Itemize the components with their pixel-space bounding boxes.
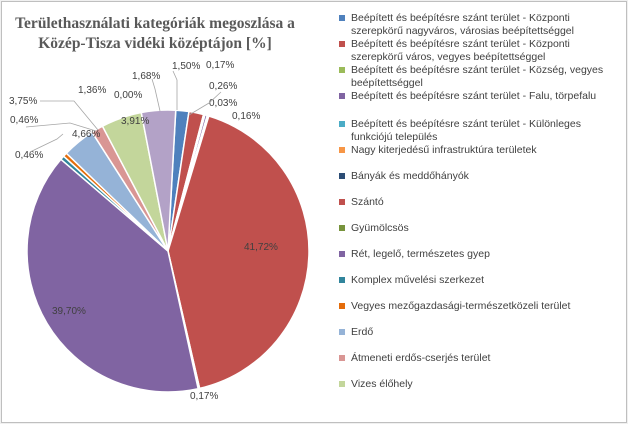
legend-swatch-12	[339, 329, 345, 335]
legend-swatch-4	[339, 121, 345, 127]
data-label-3: 0,26%	[209, 81, 237, 92]
pie-slice-9	[26, 158, 200, 393]
legend-item-4: Beépített és beépítésre szánt terület - …	[339, 118, 621, 144]
leader-line-5	[188, 91, 222, 116]
data-label-12: 3,75%	[9, 96, 37, 107]
legend-swatch-2	[339, 67, 345, 73]
legend-label-1: Beépített és beépítésre szánt terület - …	[351, 38, 570, 63]
legend-label-2: Beépített és beépítésre szánt terület - …	[351, 64, 604, 89]
legend-label-10: Komplex művelési szerkezet	[351, 274, 485, 286]
legend-label-13: Átmeneti erdős-cserjés terület	[351, 352, 491, 364]
legend-swatch-0	[339, 15, 345, 21]
legend-item-0: Beépített és beépítésre szánt terület - …	[339, 12, 621, 38]
legend-item-8: Gyümölcsös	[339, 222, 621, 235]
data-label-5: 0,16%	[232, 111, 260, 122]
data-label-13: 1,36%	[78, 85, 106, 96]
legend-item-14: Vizes élőhely	[339, 378, 621, 391]
leader-line-4	[172, 70, 178, 110]
chart-title: Területhasználati kategóriák megoszlása …	[15, 15, 295, 52]
legend-swatch-11	[339, 303, 345, 309]
data-label-11: 0,46%	[10, 115, 38, 126]
legend-label-7: Szántó	[351, 196, 384, 208]
data-label-15: 0,00%	[114, 90, 142, 101]
data-label-2: 0,17%	[206, 60, 234, 71]
data-label-4: 0,03%	[209, 98, 237, 109]
legend-label-6: Bányák és meddőhányók	[351, 170, 469, 182]
data-label-8: 0,17%	[190, 391, 218, 402]
legend-swatch-9	[339, 251, 345, 257]
legend-swatch-8	[339, 225, 345, 231]
data-label-9: 39,70%	[52, 306, 86, 317]
legend-label-11: Vegyes mezőgazdasági-természetközeli ter…	[351, 300, 571, 312]
pie-slice-7	[167, 115, 310, 390]
legend-swatch-13	[339, 355, 345, 361]
legend-label-3: Beépített és beépítésre szánt terület - …	[351, 90, 597, 102]
legend-swatch-14	[339, 381, 345, 387]
legend-swatch-6	[339, 173, 345, 179]
legend-label-4: Beépített és beépítésre szánt terület - …	[351, 118, 581, 143]
legend-label-12: Erdő	[351, 326, 374, 338]
leader-line-0	[151, 78, 161, 112]
data-label-10: 0,46%	[15, 150, 43, 161]
leader-line-3	[29, 133, 64, 153]
legend-item-3: Beépített és beépítésre szánt terület - …	[339, 90, 621, 103]
leader-line-2	[25, 122, 97, 132]
legend-swatch-1	[339, 41, 345, 47]
data-label-0: 1,50%	[172, 61, 200, 72]
legend-item-11: Vegyes mezőgazdasági-természetközeli ter…	[339, 300, 621, 313]
legend-label-0: Beépített és beépítésre szánt terület - …	[351, 12, 574, 37]
legend-swatch-10	[339, 277, 345, 283]
data-label-1: 1,68%	[132, 71, 160, 82]
legend-item-13: Átmeneti erdős-cserjés terület	[339, 352, 621, 365]
data-label-7: 41,72%	[244, 242, 278, 253]
legend-item-2: Beépített és beépítésre szánt terület - …	[339, 64, 621, 90]
leader-line-1	[40, 100, 99, 131]
pie-slice-16	[140, 109, 177, 252]
legend-item-6: Bányák és meddőhányók	[339, 170, 621, 183]
legend-item-5: Nagy kiterjedésű infrastruktúra területe…	[339, 144, 621, 157]
legend-item-7: Szántó	[339, 196, 621, 209]
legend-item-10: Komplex művelési szerkezet	[339, 274, 621, 287]
legend-label-8: Gyümölcsös	[351, 222, 409, 234]
data-label-14: 4,66%	[72, 129, 100, 140]
legend-label-14: Vizes élőhely	[351, 378, 413, 390]
legend-swatch-5	[339, 147, 345, 153]
legend-swatch-7	[339, 199, 345, 205]
legend-item-1: Beépített és beépítésre szánt terület - …	[339, 38, 621, 64]
legend-item-9: Rét, legelő, természetes gyep	[339, 248, 621, 261]
data-label-16: 3,91%	[121, 116, 149, 127]
legend-label-5: Nagy kiterjedésű infrastruktúra területe…	[351, 144, 537, 156]
legend-item-12: Erdő	[339, 326, 621, 339]
legend-label-9: Rét, legelő, természetes gyep	[351, 248, 490, 260]
legend-swatch-3	[339, 93, 345, 99]
